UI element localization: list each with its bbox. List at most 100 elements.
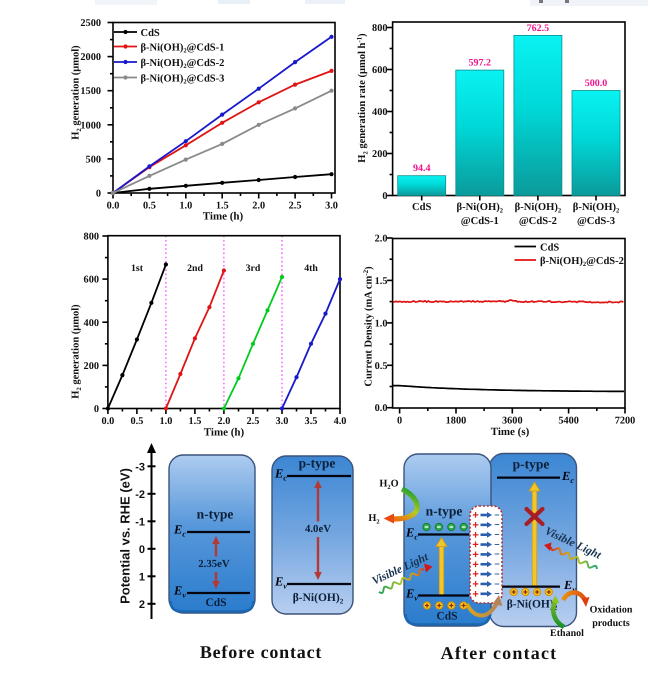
svg-text:Time (h): Time (h) (204, 426, 245, 438)
svg-text:@CdS-1: @CdS-1 (461, 216, 499, 227)
svg-text:200: 200 (372, 149, 387, 160)
svg-text:n-type: n-type (197, 507, 234, 522)
svg-text:+: + (472, 529, 478, 541)
svg-text:Oxidation: Oxidation (590, 605, 633, 616)
svg-text:CdS: CdS (436, 611, 457, 623)
svg-text:−: − (494, 549, 499, 559)
svg-text:0: 0 (382, 191, 387, 202)
svg-text:β-Ni(OH)2@CdS-2: β-Ni(OH)2@CdS-2 (141, 58, 225, 70)
svg-text:β-Ni(OH)2@CdS-1: β-Ni(OH)2@CdS-1 (141, 42, 225, 54)
svg-text:1.0: 1.0 (179, 200, 192, 211)
svg-text:-1: -1 (135, 516, 145, 528)
svg-text:762.5: 762.5 (527, 23, 550, 34)
svg-text:p-type: p-type (299, 456, 336, 471)
svg-text:β-Ni(OH)2: β-Ni(OH)2 (293, 592, 344, 606)
svg-text:2500: 2500 (80, 18, 101, 29)
svg-text:3.0: 3.0 (325, 200, 338, 211)
svg-text:4.0eV: 4.0eV (305, 523, 331, 535)
svg-text:0.5: 0.5 (143, 200, 156, 211)
svg-text:-2: -2 (135, 489, 145, 501)
svg-text:0.0: 0.0 (101, 416, 114, 427)
svg-text:β-Ni(OH)2: β-Ni(OH)2 (507, 599, 558, 613)
svg-text:+: + (472, 569, 478, 581)
svg-text:0.5: 0.5 (130, 416, 143, 427)
svg-text:-3: -3 (135, 461, 145, 473)
svg-text:1000: 1000 (80, 120, 101, 131)
svg-text:H2 generation (μmol): H2 generation (μmol) (71, 304, 83, 399)
svg-text:600: 600 (84, 275, 99, 286)
svg-text:2.35eV: 2.35eV (198, 558, 230, 570)
svg-text:+: + (472, 559, 478, 571)
svg-text:2.5: 2.5 (247, 416, 260, 427)
svg-text:Current Density (mA cm-2): Current Density (mA cm-2) (362, 266, 375, 387)
svg-text:+: + (472, 519, 478, 531)
svg-text:597.2: 597.2 (469, 58, 492, 69)
svg-text:Before contact: Before contact (200, 642, 322, 662)
svg-text:3rd: 3rd (246, 263, 261, 274)
svg-text:−: − (494, 589, 499, 599)
svg-text:−: − (494, 569, 499, 579)
svg-text:H2: H2 (368, 513, 379, 525)
svg-text:CdS: CdS (412, 202, 432, 213)
svg-text:H2 generation (μmol): H2 generation (μmol) (71, 45, 83, 140)
svg-text:β-Ni(OH)2: β-Ni(OH)2 (457, 202, 504, 214)
svg-text:−: − (494, 520, 499, 530)
svg-text:2nd: 2nd (187, 263, 203, 274)
svg-text:−: − (494, 530, 499, 540)
svg-text:2.0: 2.0 (375, 234, 388, 245)
svg-text:94.4: 94.4 (413, 163, 431, 174)
svg-text:0.0: 0.0 (375, 403, 388, 414)
svg-text:0: 0 (397, 415, 402, 426)
svg-text:+: + (472, 510, 478, 522)
svg-text:CdS: CdS (540, 242, 559, 253)
svg-text:3600: 3600 (502, 415, 523, 426)
svg-text:800: 800 (372, 23, 387, 34)
svg-text:−: − (494, 510, 499, 520)
svg-text:2.0: 2.0 (218, 416, 231, 427)
svg-text:+: + (472, 549, 478, 561)
svg-text:600: 600 (372, 65, 387, 76)
svg-text:1.5: 1.5 (375, 276, 388, 287)
svg-text:1: 1 (139, 571, 145, 583)
svg-text:800: 800 (84, 232, 99, 243)
svg-text:2.5: 2.5 (289, 200, 302, 211)
svg-text:1.5: 1.5 (216, 200, 229, 211)
svg-text:1st: 1st (131, 263, 144, 274)
svg-text:+: + (472, 539, 478, 551)
svg-text:CdS: CdS (141, 28, 160, 39)
svg-text:5400: 5400 (558, 415, 579, 426)
svg-text:200: 200 (84, 361, 99, 372)
svg-text:0.5: 0.5 (375, 361, 388, 372)
svg-text:Time (s): Time (s) (491, 426, 530, 438)
svg-text:−: − (494, 559, 499, 569)
svg-text:products: products (592, 618, 630, 629)
svg-text:H2O: H2O (379, 479, 398, 491)
svg-text:CdS: CdS (205, 597, 226, 609)
svg-text:+: + (472, 588, 478, 600)
svg-text:3.5: 3.5 (305, 416, 318, 427)
svg-text:Potential vs. RHE (eV): Potential vs. RHE (eV) (118, 468, 133, 604)
svg-text:2: 2 (139, 599, 145, 611)
svg-text:−: − (494, 539, 499, 549)
svg-text:7200: 7200 (615, 415, 636, 426)
svg-text:n-type: n-type (426, 504, 463, 519)
svg-text:+: + (472, 579, 478, 591)
svg-text:Time (h): Time (h) (203, 211, 244, 223)
svg-text:400: 400 (372, 107, 387, 118)
svg-text:1.5: 1.5 (189, 416, 202, 427)
svg-text:−: − (494, 579, 499, 589)
svg-text:@CdS-3: @CdS-3 (577, 216, 615, 227)
svg-text:400: 400 (84, 318, 99, 329)
svg-text:2.0: 2.0 (252, 200, 265, 211)
svg-text:1.0: 1.0 (159, 416, 172, 427)
svg-text:0: 0 (139, 544, 145, 556)
svg-text:@CdS-2: @CdS-2 (519, 216, 557, 227)
svg-text:0: 0 (96, 189, 101, 200)
svg-text:500: 500 (86, 154, 101, 165)
svg-text:β-Ni(OH)2@CdS-3: β-Ni(OH)2@CdS-3 (141, 73, 225, 85)
svg-text:1500: 1500 (80, 86, 101, 97)
svg-text:p-type: p-type (513, 457, 550, 472)
svg-text:3.0: 3.0 (276, 416, 289, 427)
svg-text:2000: 2000 (80, 52, 101, 63)
svg-text:0: 0 (94, 404, 99, 415)
